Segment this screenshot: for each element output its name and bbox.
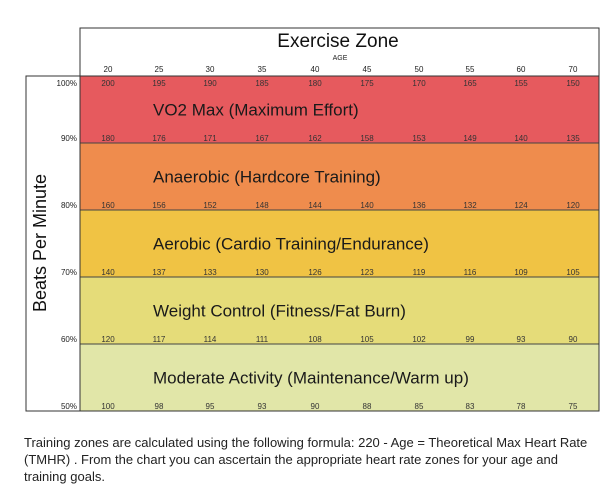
bpm-value: 120 <box>101 335 115 344</box>
zone-band <box>80 344 599 411</box>
bpm-value: 132 <box>463 201 477 210</box>
bpm-value: 140 <box>360 201 374 210</box>
caption: Training zones are calculated using the … <box>24 435 588 484</box>
bpm-value: 117 <box>153 335 166 344</box>
bpm-value: 165 <box>463 79 477 88</box>
bpm-value: 75 <box>569 402 578 411</box>
bpm-value: 152 <box>203 201 217 210</box>
age-tick-label: 40 <box>311 65 320 74</box>
zone-band <box>80 76 599 143</box>
zone-label: Aerobic (Cardio Training/Endurance) <box>153 235 429 254</box>
bpm-value: 119 <box>413 268 426 277</box>
bpm-value: 180 <box>101 134 115 143</box>
bpm-value: 114 <box>204 335 217 344</box>
bpm-value: 111 <box>256 335 269 344</box>
age-tick-label: 55 <box>466 65 475 74</box>
zone-band <box>80 143 599 210</box>
bpm-value: 93 <box>517 335 526 344</box>
bpm-value: 137 <box>152 268 166 277</box>
bpm-value: 171 <box>203 134 217 143</box>
bpm-value: 136 <box>412 201 426 210</box>
percent-label: 70% <box>61 268 77 277</box>
bpm-value: 85 <box>415 402 424 411</box>
bpm-value: 200 <box>101 79 115 88</box>
zone-label: Moderate Activity (Maintenance/Warm up) <box>153 369 469 388</box>
bpm-value: 144 <box>308 201 322 210</box>
bpm-value: 124 <box>514 201 528 210</box>
bpm-value: 150 <box>566 79 580 88</box>
age-tick-label: 25 <box>155 65 164 74</box>
bpm-value: 155 <box>514 79 528 88</box>
bpm-value: 140 <box>101 268 115 277</box>
bpm-value: 78 <box>517 402 526 411</box>
percent-label: 80% <box>61 201 77 210</box>
bpm-value: 100 <box>101 402 115 411</box>
bpm-value: 105 <box>360 335 374 344</box>
bpm-value: 162 <box>308 134 322 143</box>
bpm-value: 130 <box>255 268 269 277</box>
bpm-value: 95 <box>206 402 215 411</box>
bpm-value: 156 <box>152 201 166 210</box>
zone-band <box>80 210 599 277</box>
chart-title: Exercise Zone <box>277 31 398 52</box>
bpm-value: 116 <box>464 268 477 277</box>
percent-label: 60% <box>61 335 77 344</box>
bpm-value: 135 <box>566 134 580 143</box>
bpm-value: 133 <box>203 268 217 277</box>
bpm-value: 170 <box>412 79 426 88</box>
zone-label: Anaerobic (Hardcore Training) <box>153 168 381 187</box>
percent-label: 90% <box>61 134 77 143</box>
bpm-value: 120 <box>566 201 580 210</box>
bpm-value: 88 <box>363 402 372 411</box>
bpm-value: 90 <box>311 402 320 411</box>
age-tick-label: 70 <box>569 65 578 74</box>
bpm-value: 93 <box>258 402 267 411</box>
age-tick-label: 35 <box>258 65 267 74</box>
zone-label: VO2 Max (Maximum Effort) <box>153 101 359 120</box>
bpm-value: 126 <box>308 268 322 277</box>
bpm-value: 140 <box>514 134 528 143</box>
chart-border <box>79 75 600 412</box>
bpm-value: 167 <box>255 134 269 143</box>
bpm-value: 108 <box>308 335 322 344</box>
bpm-value: 175 <box>360 79 374 88</box>
bpm-value: 153 <box>412 134 426 143</box>
bpm-value: 176 <box>152 134 166 143</box>
age-tick-label: 60 <box>517 65 526 74</box>
age-tick-label: 30 <box>206 65 215 74</box>
bpm-value: 180 <box>308 79 322 88</box>
bpm-value: 160 <box>101 201 115 210</box>
age-tick-label: 50 <box>415 65 424 74</box>
bpm-value: 83 <box>466 402 475 411</box>
bpm-value: 102 <box>412 335 426 344</box>
zone-band <box>80 277 599 344</box>
zone-label: Weight Control (Fitness/Fat Burn) <box>153 302 406 321</box>
y-axis-label: Beats Per Minute <box>30 174 50 312</box>
bpm-value: 123 <box>360 268 374 277</box>
bpm-value: 195 <box>152 79 166 88</box>
exercise-zone-chart: VO2 Max (Maximum Effort) Anaerobic (Hardc… <box>25 27 600 412</box>
age-tick-label: 20 <box>104 65 113 74</box>
x-axis-label: AGE <box>333 55 348 62</box>
bpm-value: 99 <box>466 335 475 344</box>
percent-label: 50% <box>61 402 77 411</box>
ylabel-box <box>25 75 81 412</box>
bpm-value: 90 <box>569 335 578 344</box>
bpm-value: 158 <box>360 134 374 143</box>
bpm-value: 149 <box>463 134 477 143</box>
percent-label: 100% <box>57 79 77 88</box>
bpm-value: 185 <box>255 79 269 88</box>
bpm-value: 190 <box>203 79 217 88</box>
bpm-value: 105 <box>566 268 580 277</box>
bpm-value: 148 <box>255 201 269 210</box>
header-box <box>79 27 600 77</box>
age-tick-label: 45 <box>363 65 372 74</box>
bpm-value: 109 <box>514 268 528 277</box>
bpm-value: 98 <box>155 402 164 411</box>
